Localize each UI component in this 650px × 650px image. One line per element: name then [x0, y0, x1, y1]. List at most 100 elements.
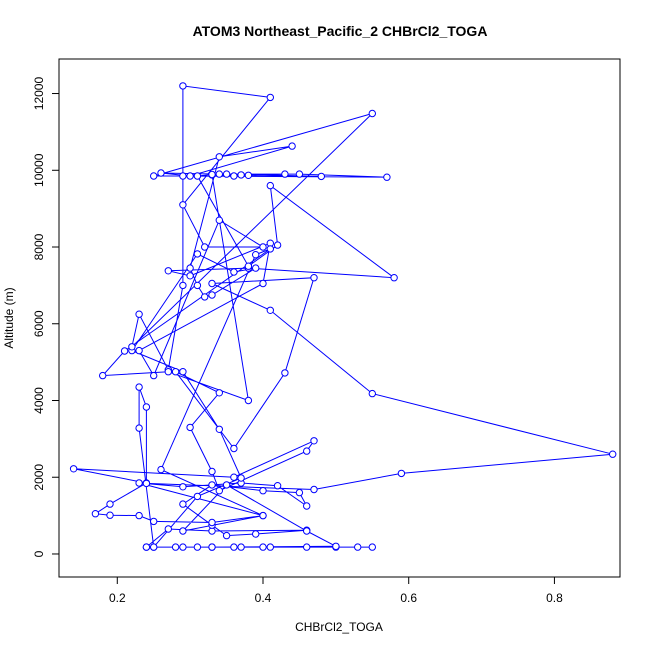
data-point [179, 543, 187, 551]
data-point [179, 82, 187, 90]
data-point [179, 201, 187, 209]
data-point [295, 488, 304, 497]
y-tick-label: 12000 [32, 77, 46, 111]
data-point [310, 485, 318, 494]
data-point [171, 543, 180, 551]
y-tick-label: 10000 [32, 153, 46, 187]
data-point [609, 450, 617, 458]
data-point [179, 527, 187, 535]
data-point [150, 172, 158, 180]
data-point [237, 171, 245, 179]
x-axis: 0.2 0.4 0.6 0.8 [109, 576, 563, 605]
data-point [135, 479, 143, 487]
data-point [150, 543, 158, 551]
data-point [179, 281, 187, 290]
data-point [310, 274, 318, 282]
series-line [73, 85, 613, 549]
data-point [91, 510, 100, 518]
data-point [208, 518, 216, 527]
data-point [368, 389, 376, 398]
data-point [354, 543, 362, 551]
data-point [303, 502, 311, 510]
data-point [397, 469, 406, 478]
data-point [208, 291, 216, 299]
data-point [179, 172, 187, 180]
data-point [303, 527, 311, 535]
data-point [208, 543, 216, 551]
data-point [186, 172, 194, 180]
chart-title: ATOM3 Northeast_Pacific_2 CHBrCl2_TOGA [193, 23, 488, 39]
x-tick-label: 0.2 [109, 591, 126, 605]
data-point [215, 170, 224, 178]
data-point [150, 371, 158, 380]
data-point [208, 481, 216, 489]
data-point [215, 216, 224, 224]
data-point [171, 368, 180, 376]
data-point [259, 279, 267, 288]
data-point [266, 543, 274, 551]
y-axis: 0 2000 4000 6000 8000 10000 12000 [32, 77, 60, 557]
data-point [201, 243, 209, 251]
series-layer [73, 85, 613, 549]
data-point [164, 267, 173, 275]
data-point [215, 425, 224, 433]
data-point [106, 511, 114, 519]
data-point [288, 142, 296, 150]
data-point [208, 170, 216, 179]
data-point [135, 310, 143, 318]
y-axis-label: Altitude (m) [2, 287, 16, 348]
data-point [237, 474, 245, 482]
data-point [193, 250, 202, 258]
data-point [208, 467, 216, 476]
data-point [252, 264, 260, 272]
data-point [383, 173, 391, 181]
data-point [142, 543, 151, 551]
y-tick-label: 2000 [32, 464, 46, 491]
data-point [317, 172, 325, 181]
data-point [157, 169, 165, 177]
data-point [244, 171, 253, 180]
data-point [368, 543, 376, 551]
data-point [259, 543, 267, 551]
data-point [303, 447, 311, 455]
data-point [332, 542, 340, 550]
data-point [244, 396, 253, 405]
data-point [230, 172, 238, 180]
data-point [142, 403, 151, 411]
data-point [106, 500, 114, 508]
data-point [259, 243, 267, 251]
data-point [193, 543, 202, 551]
data-point [390, 274, 398, 282]
data-point [69, 465, 78, 473]
data-point [303, 543, 311, 551]
data-point [186, 264, 194, 272]
data-point [150, 517, 158, 526]
data-point [157, 465, 165, 474]
data-point [135, 511, 143, 520]
data-point [222, 531, 231, 540]
data-point [215, 389, 224, 397]
data-point [135, 346, 143, 355]
data-point [193, 492, 202, 501]
data-point [310, 437, 318, 445]
data-point [244, 262, 253, 270]
data-point [99, 371, 107, 380]
data-point [179, 368, 187, 376]
data-point [295, 170, 304, 178]
data-point [135, 424, 143, 432]
data-point [193, 172, 202, 180]
data-point [193, 281, 202, 290]
data-point [259, 487, 267, 495]
data-point [208, 279, 216, 288]
data-point [222, 481, 231, 489]
data-point [179, 500, 187, 508]
data-point [230, 543, 238, 551]
x-tick-label: 0.4 [255, 591, 272, 605]
data-point [164, 368, 173, 376]
data-point [259, 511, 267, 520]
y-tick-label: 4000 [32, 387, 46, 414]
data-point [215, 487, 224, 495]
data-point [215, 153, 224, 161]
data-point [135, 383, 143, 391]
